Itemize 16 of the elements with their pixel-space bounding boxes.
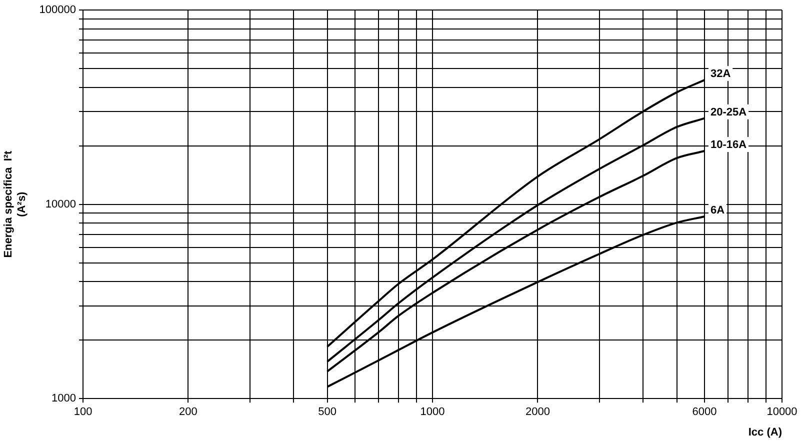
x-axis-title: Icc (A) [748, 426, 782, 438]
x-tick-label: 500 [318, 406, 336, 418]
series-label: 6A [710, 204, 725, 217]
x-tick-label: 200 [179, 406, 198, 418]
y-tick-label: 100000 [39, 4, 76, 16]
y-axis-title: Energia specifica I²t (A²s) [2, 150, 28, 258]
x-tick-label: 6000 [692, 406, 717, 418]
series-label: 32A [710, 68, 731, 80]
y-tick-label: 10000 [45, 198, 76, 210]
x-tick-label: 1000 [420, 406, 445, 418]
x-tick-label: 100 [74, 406, 92, 418]
series-label: 10-16A [710, 139, 747, 152]
y-tick-label: 1000 [52, 392, 76, 405]
x-tick-label: 2000 [525, 406, 550, 418]
x-tick-label: 10000 [766, 406, 798, 418]
series-label: 20-25A [710, 106, 747, 118]
